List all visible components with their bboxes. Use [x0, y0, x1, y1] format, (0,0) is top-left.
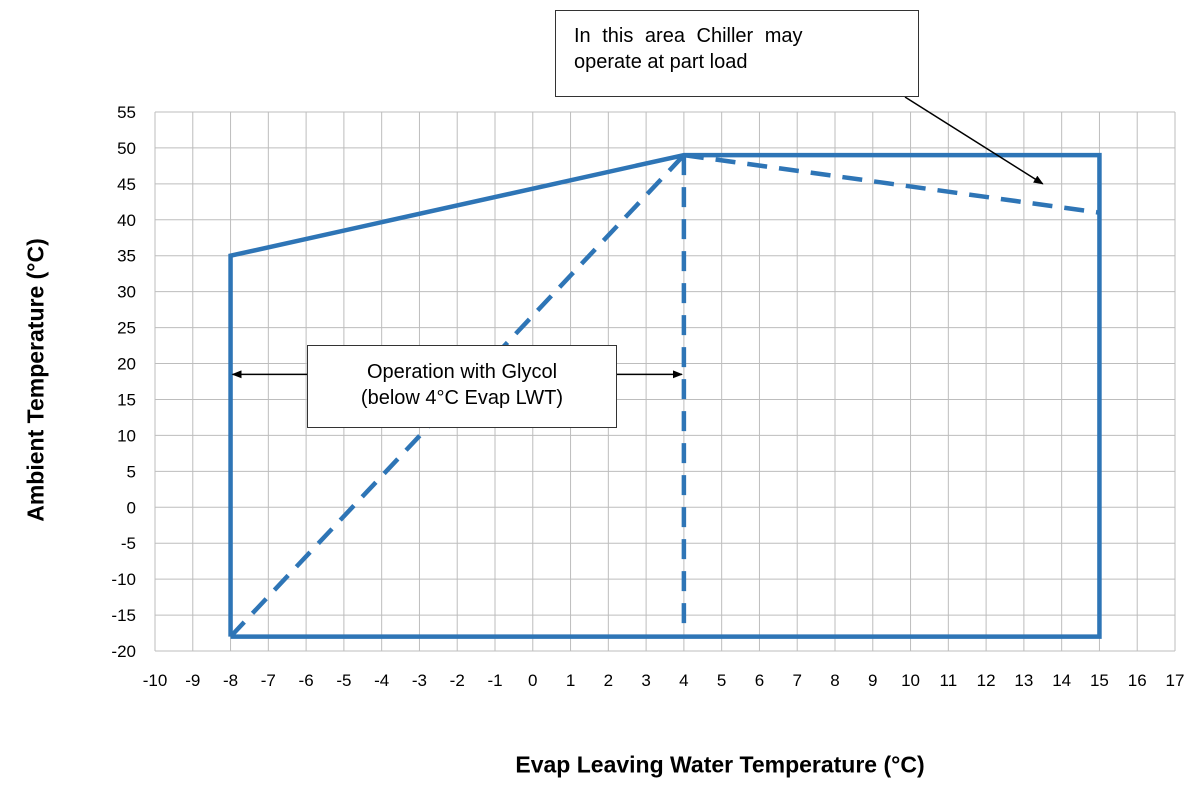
x-tick-label: 16 [1128, 671, 1147, 690]
y-tick-label: 5 [127, 462, 136, 481]
x-tick-label: 11 [940, 671, 958, 690]
y-tick-label: 30 [117, 283, 136, 302]
y-tick-label: 45 [117, 175, 136, 194]
x-tick-label: 10 [901, 671, 920, 690]
operating-envelope-line [228, 152, 1102, 639]
y-tick-label: -15 [111, 606, 136, 625]
x-tick-label: 12 [977, 671, 996, 690]
y-tick-label: 10 [117, 426, 136, 445]
x-tick-label: 9 [868, 671, 877, 690]
y-tick-label: 0 [127, 498, 136, 517]
x-tick-label: -4 [374, 671, 389, 690]
x-tick-label: -9 [185, 671, 200, 690]
x-tick-label: 4 [679, 671, 688, 690]
annotation-arrows [231, 96, 1044, 379]
x-axis-label: Evap Leaving Water Temperature (°C) [515, 751, 925, 778]
x-tick-label: 5 [717, 671, 726, 690]
y-tick-label: 25 [117, 319, 136, 338]
y-tick-label: 35 [117, 247, 136, 266]
x-tick-label: 3 [641, 671, 650, 690]
x-tick-label: -6 [299, 671, 314, 690]
dashed-boundary-line-3 [683, 152, 1100, 215]
y-tick-label: -5 [121, 534, 136, 553]
y-tick-label: -20 [111, 642, 136, 661]
x-tick-label: -5 [336, 671, 351, 690]
y-tick-label: 20 [117, 355, 136, 374]
glycol-annotation-line-1: Operation with Glycol [366, 361, 558, 383]
glycol-annotation: Operation with Glycol (below 4°C Evap LW… [307, 345, 617, 428]
x-tick-label: 17 [1166, 671, 1185, 690]
x-tick-label: 6 [755, 671, 764, 690]
x-tick-label: 7 [792, 671, 801, 690]
y-axis-label: Ambient Temperature (°C) [22, 238, 49, 522]
x-tick-label: -2 [450, 671, 465, 690]
y-tick-label: 15 [117, 390, 136, 409]
x-tick-label: -7 [261, 671, 276, 690]
x-tick-label: 2 [604, 671, 613, 690]
part-load-arrow [904, 96, 1044, 185]
x-tick-label: 15 [1090, 671, 1109, 690]
x-tick-label: -3 [412, 671, 427, 690]
glycol-annotation-line-2: (below 4°C Evap LWT) [360, 387, 564, 409]
x-tick-label: 1 [566, 671, 575, 690]
y-tick-label: 40 [117, 211, 136, 230]
x-tick-label: 8 [830, 671, 839, 690]
x-tick-label: -8 [223, 671, 238, 690]
y-axis-ticks: -20 -15 -10 -5 0 5 10 15 20 25 30 35 40 45 50 55 [111, 103, 136, 661]
x-tick-label: 0 [528, 671, 537, 690]
part-load-annotation-line-2: operate at part load [574, 51, 748, 73]
x-tick-label: 13 [1014, 671, 1033, 690]
x-tick-label: -1 [487, 671, 502, 690]
x-tick-label: 14 [1052, 671, 1071, 690]
y-tick-label: 55 [117, 103, 136, 122]
y-tick-label: 50 [117, 139, 136, 158]
part-load-annotation-line-1: In this area Chiller may [574, 25, 803, 47]
part-load-annotation: In this area Chiller may operate at part… [555, 10, 919, 97]
x-tick-label: -10 [143, 671, 168, 690]
x-axis-ticks: -10 -9 -8 -7 -6 -5 -4 -3 -2 -1 0 1 2 3 4 5 6 7 8 9 10 11 12 13 1… [143, 671, 1185, 690]
y-tick-label: -10 [111, 570, 136, 589]
